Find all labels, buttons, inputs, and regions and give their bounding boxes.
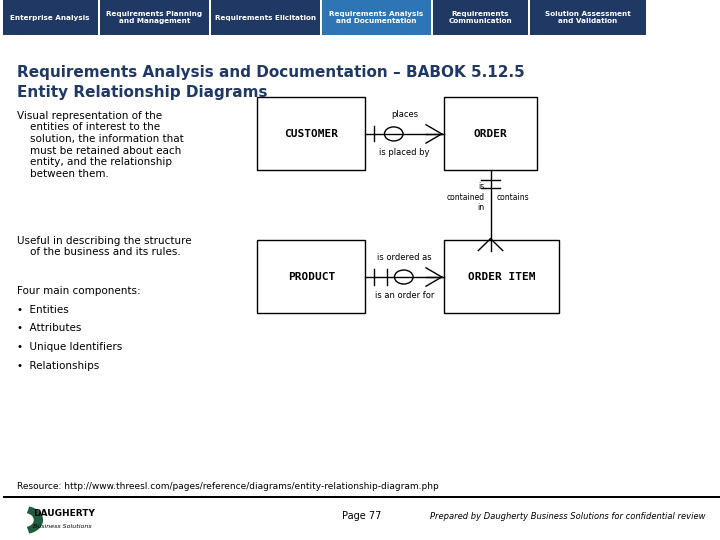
FancyBboxPatch shape: [322, 0, 431, 35]
Bar: [3, 496, 720, 498]
Text: PRODUCT: PRODUCT: [288, 272, 335, 282]
Text: Requirements Analysis and Documentation – BABOK 5.12.5
Entity Relationship Diagr: Requirements Analysis and Documentation …: [17, 65, 525, 99]
Text: DAUGHERTY: DAUGHERTY: [33, 509, 95, 517]
Text: •  Entities: • Entities: [17, 305, 69, 315]
Text: Visual representation of the
    entities of interest to the
    solution, the i: Visual representation of the entities of…: [17, 111, 184, 179]
Text: Page 77: Page 77: [342, 511, 381, 521]
FancyBboxPatch shape: [3, 0, 98, 35]
Text: Requirements Analysis
and Documentation: Requirements Analysis and Documentation: [329, 11, 423, 24]
Text: Business Solutions: Business Solutions: [33, 524, 91, 529]
Text: Requirements
Communication: Requirements Communication: [449, 11, 513, 24]
Text: Prepared by Daugherty Business Solutions for confidential review: Prepared by Daugherty Business Solutions…: [430, 512, 706, 521]
Bar: [258, 97, 365, 170]
Text: •  Attributes: • Attributes: [17, 323, 81, 333]
FancyBboxPatch shape: [100, 0, 209, 35]
Text: Useful in describing the structure
    of the business and its rules.: Useful in describing the structure of th…: [17, 235, 192, 257]
Text: Four main components:: Four main components:: [17, 286, 141, 296]
Text: •  Relationships: • Relationships: [17, 361, 99, 370]
Bar: [10, 502, 82, 537]
Text: ORDER: ORDER: [474, 129, 508, 139]
Bar: [444, 97, 537, 170]
Text: is
contained
in: is contained in: [446, 182, 485, 212]
Text: ORDER ITEM: ORDER ITEM: [467, 272, 535, 282]
Text: Enterprise Analysis: Enterprise Analysis: [11, 15, 90, 21]
Bar: [444, 240, 559, 313]
FancyBboxPatch shape: [433, 0, 528, 35]
Text: is an order for: is an order for: [375, 291, 434, 300]
Text: is ordered as: is ordered as: [377, 253, 432, 262]
Text: Requirements Planning
and Management: Requirements Planning and Management: [106, 11, 202, 24]
Text: contains: contains: [496, 193, 529, 201]
Text: Resource: http://www.threesl.com/pages/reference/diagrams/entity-relationship-di: Resource: http://www.threesl.com/pages/r…: [17, 482, 439, 491]
Text: Requirements Elicitation: Requirements Elicitation: [215, 15, 316, 21]
Text: •  Unique Identifiers: • Unique Identifiers: [17, 342, 122, 352]
Text: CUSTOMER: CUSTOMER: [284, 129, 338, 139]
FancyBboxPatch shape: [211, 0, 320, 35]
Text: places: places: [391, 110, 418, 119]
FancyBboxPatch shape: [530, 0, 646, 35]
Wedge shape: [27, 507, 43, 534]
Bar: [258, 240, 365, 313]
Text: is placed by: is placed by: [379, 148, 430, 157]
Text: Solution Assessment
and Validation: Solution Assessment and Validation: [545, 11, 631, 24]
